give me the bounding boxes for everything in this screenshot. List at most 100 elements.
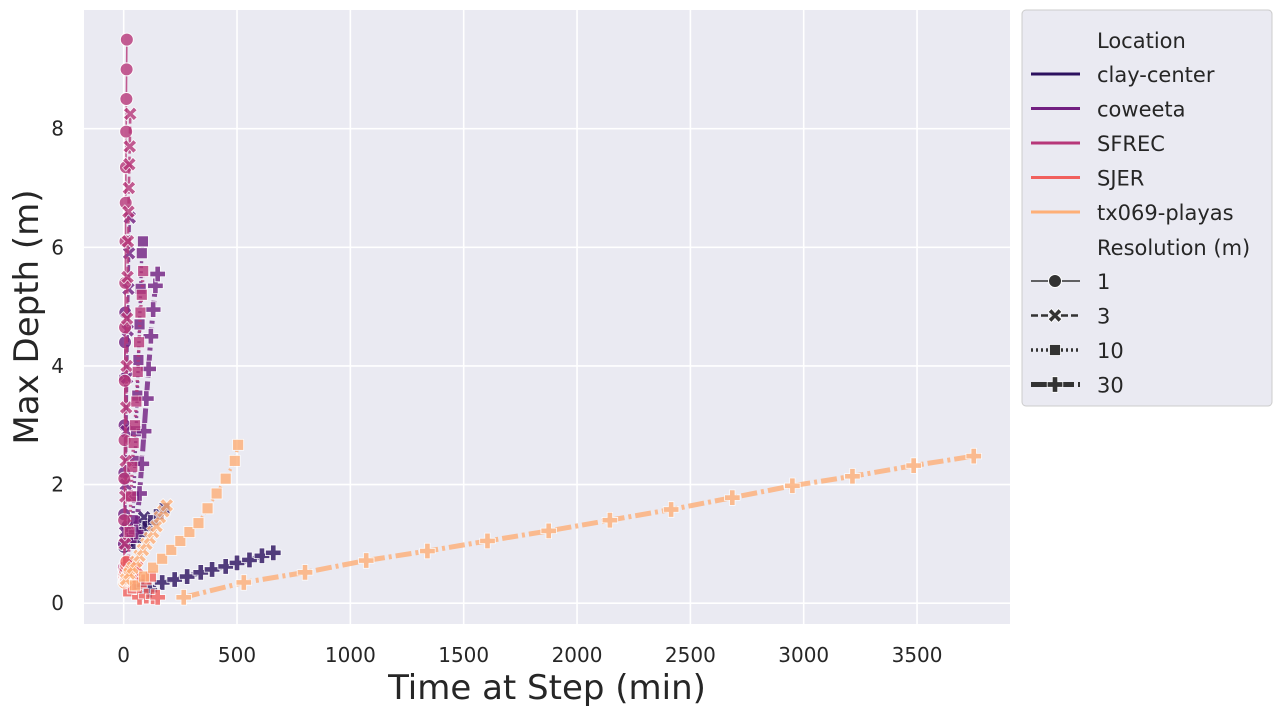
data-point (138, 570, 150, 583)
data-point (119, 311, 135, 326)
series-tx069-playas-10 (129, 438, 245, 592)
legend-label-resolution-3: 3 (1097, 305, 1110, 329)
y-axis-title: Max Depth (m) (7, 189, 47, 444)
data-point (540, 522, 557, 540)
series-SJER-30 (131, 587, 166, 606)
data-point (159, 497, 175, 513)
x-tick-label: 2000 (552, 643, 603, 667)
data-point (217, 558, 234, 575)
data-point (228, 454, 241, 467)
data-point (175, 589, 192, 606)
legend-label-resolution-10: 10 (1097, 339, 1124, 363)
data-point (137, 265, 150, 277)
data-point (253, 547, 271, 564)
data-point (662, 501, 680, 518)
data-point (121, 180, 137, 196)
series-line (133, 273, 161, 533)
data-point (201, 502, 214, 515)
legend-marker-3 (1047, 308, 1063, 323)
data-point (121, 156, 137, 172)
data-point (156, 552, 169, 565)
y-tick-label: 2 (51, 473, 64, 497)
data-point (119, 91, 134, 106)
data-point (147, 277, 164, 295)
data-point (135, 288, 148, 301)
data-point (210, 487, 223, 500)
data-point (120, 233, 136, 249)
legend-box (1021, 9, 1273, 407)
series-line (129, 241, 145, 539)
data-point (165, 543, 178, 556)
legend-hue-title: Location (1097, 29, 1186, 53)
data-point (219, 472, 232, 485)
grid (84, 10, 1010, 624)
x-tick-label: 1000 (325, 643, 376, 667)
data-point (192, 517, 205, 530)
plot-background (84, 10, 1010, 624)
data-point (127, 437, 140, 449)
data-point (119, 32, 134, 47)
data-point (965, 447, 982, 465)
data-point (133, 318, 146, 331)
legend-marker-30 (1046, 376, 1064, 393)
legend-label-resolution-1: 1 (1097, 270, 1110, 294)
legend-label-resolution-30: 30 (1097, 374, 1124, 398)
data-point (117, 373, 132, 388)
data-point (135, 247, 148, 260)
legend-label-SFREC: SFREC (1097, 132, 1165, 156)
legend-label-tx069-playas: tx069-playas (1097, 201, 1234, 225)
x-tick-label: 0 (117, 643, 130, 667)
data-point (131, 365, 144, 378)
x-tick-label: 3000 (778, 643, 829, 667)
series-line (123, 113, 132, 574)
series-line (183, 453, 975, 600)
data-point (142, 328, 160, 345)
data-point (178, 568, 196, 585)
data-point (183, 526, 196, 538)
x-tick-label: 3500 (892, 643, 943, 667)
data-point (419, 542, 436, 560)
legend-label-coweeta: coweeta (1097, 98, 1186, 122)
data-point (133, 336, 145, 349)
data-point (120, 204, 136, 220)
data-point (120, 269, 135, 285)
legend-locations: clay-center coweeta SFREC SJER tx069-playas (1031, 63, 1234, 225)
legend-style-title: Resolution (m) (1097, 236, 1250, 260)
x-axis-title: Time at Step (min) (387, 668, 706, 708)
y-tick-label: 8 (51, 117, 64, 141)
data-point (358, 552, 375, 569)
data-point (844, 468, 861, 485)
data-point (122, 138, 138, 154)
data-point (228, 554, 246, 572)
data-point (724, 489, 741, 506)
legend-marker-1 (1048, 274, 1062, 288)
legend-label-clay-center: clay-center (1097, 63, 1215, 87)
data-point (265, 544, 282, 562)
data-point (166, 571, 183, 588)
y-tick-label: 0 (51, 591, 64, 615)
tick-labels: 0 500 1000 1500 2000 2500 3000 3500 0 2 4 6 8 (51, 117, 942, 667)
data-point (174, 535, 187, 547)
data-point (905, 457, 922, 474)
data-point (235, 574, 253, 591)
legend-marker-10 (1049, 344, 1061, 356)
data-point (192, 564, 209, 581)
data-point (129, 579, 141, 592)
data-point (784, 477, 801, 494)
data-point (119, 62, 134, 77)
data-point (147, 561, 160, 574)
data-point (149, 265, 166, 283)
data-point (129, 419, 141, 432)
data-point (118, 400, 134, 415)
x-tick-label: 500 (218, 643, 256, 667)
data-point (126, 460, 139, 473)
x-tick-label: 2500 (665, 643, 716, 667)
x-tick-label: 1500 (438, 643, 489, 667)
data-point (203, 561, 221, 578)
data-point (241, 551, 258, 569)
data-point (125, 490, 137, 503)
data-point (134, 306, 147, 319)
data-point (149, 589, 166, 606)
data-point (601, 511, 619, 529)
